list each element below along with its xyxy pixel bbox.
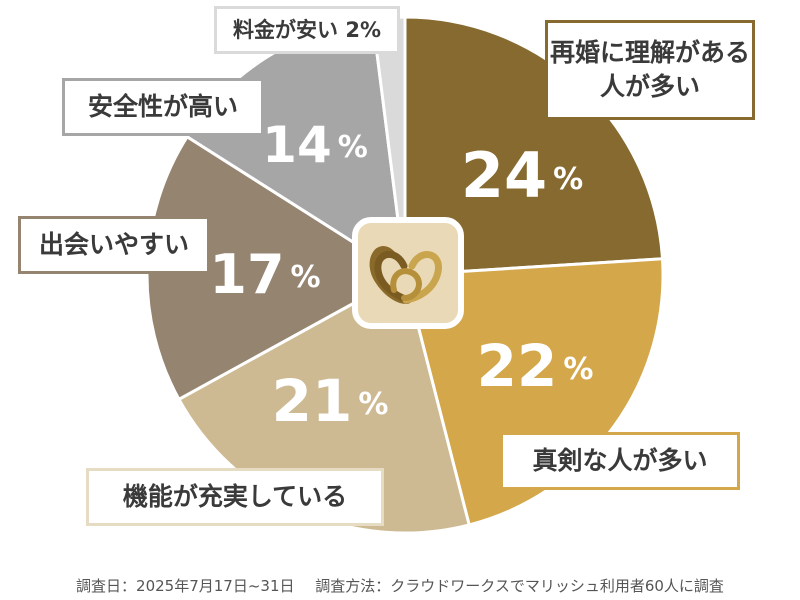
pie-percent-serious: 22%: [477, 332, 594, 400]
label-features-text: 機能が充実している: [122, 482, 348, 512]
survey-date: 調査日：2025年7月17日~31日: [76, 577, 295, 595]
label-serious-text: 真剣な人が多い: [532, 446, 708, 476]
label-easy-text: 出会いやすい: [38, 230, 189, 260]
label-serious-people: 真剣な人が多い: [500, 432, 740, 490]
pie-slice-serious: [403, 257, 665, 527]
survey-method: 調査方法：クラウドワークスでマリッシュ利用者60人に調査: [315, 577, 724, 595]
label-low-price: 料金が安い 2%: [214, 6, 400, 54]
pie-percent-easy-meet: 17%: [209, 243, 320, 306]
pie-percent-safety: 14%: [262, 116, 368, 174]
survey-footnote: 調査日：2025年7月17日~31日 調査方法：クラウドワークスでマリッシュ利用…: [0, 575, 800, 596]
pie-percent-labels: 24 % 22 % 21 % 17 % 14%: [209, 116, 593, 436]
ring-right-icon: [402, 251, 442, 304]
label-rich-features: 機能が充実している: [86, 468, 384, 526]
pie-percent-features: 21%: [272, 367, 389, 435]
label-remarriage-understanding: 再婚に理解がある人が多い: [545, 20, 755, 120]
label-safety-text: 安全性が高い: [87, 92, 238, 122]
label-easy-to-meet: 出会いやすい: [18, 216, 210, 274]
center-logo: [352, 217, 464, 329]
ring-inner-icon: [390, 268, 422, 301]
label-high-safety: 安全性が高い: [62, 78, 264, 136]
label-remarriage-text: 再婚に理解がある人が多い: [549, 38, 750, 101]
ring-left-icon: [374, 251, 412, 304]
label-price-text: 料金が安い 2%: [233, 17, 381, 42]
pie-percent-remarriage: 24%: [461, 139, 583, 212]
